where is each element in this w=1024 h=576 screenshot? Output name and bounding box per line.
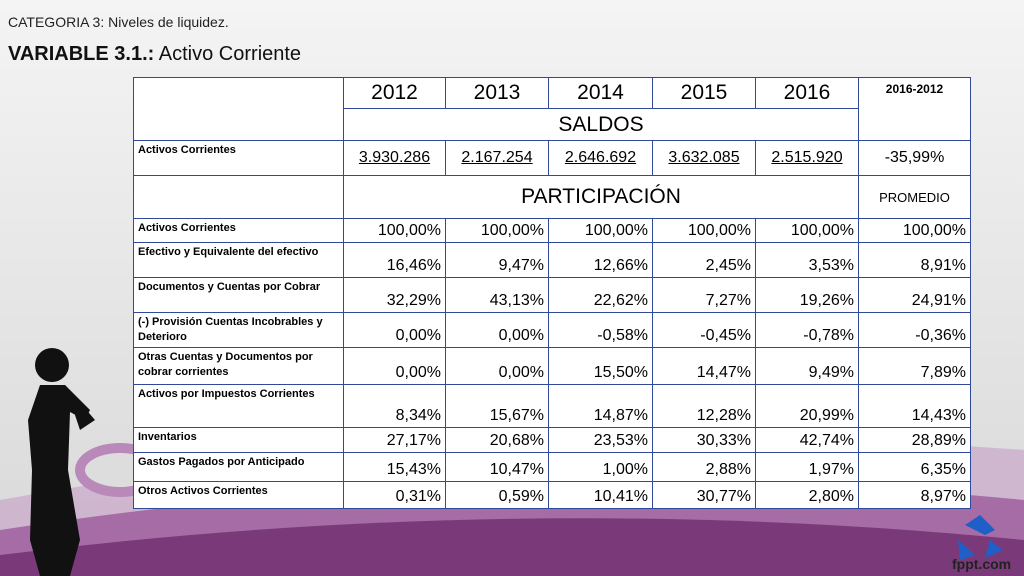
cell-value: 3,53% — [755, 242, 859, 278]
cell-value: 2,88% — [652, 452, 756, 482]
cell-value: 0,00% — [343, 347, 446, 385]
cell-value: 12,66% — [548, 242, 653, 278]
cell-value: 8,91% — [858, 242, 971, 278]
cell-value: 7,27% — [652, 277, 756, 313]
cell-value: 8,34% — [343, 384, 446, 428]
cell-value: 2,80% — [755, 481, 859, 509]
cell-value: 30,33% — [652, 427, 756, 453]
row-label: Inventarios — [133, 427, 344, 453]
cell-value: 30,77% — [652, 481, 756, 509]
cell-value: 100,00% — [445, 218, 549, 243]
saldo-value: 2.646.692 — [548, 140, 653, 176]
cell-value: 43,13% — [445, 277, 549, 313]
cell-value: 19,26% — [755, 277, 859, 313]
cell-value: 14,43% — [858, 384, 971, 428]
row: Efectivo y Equivalente del efectivo 16,46… — [133, 242, 971, 278]
cell-value: 0,00% — [445, 347, 549, 385]
row: Inventarios 27,17% 20,68% 23,53% 30,33% 42,74… — [133, 427, 971, 453]
row-label: Gastos Pagados por Anticipado — [133, 452, 344, 482]
cell-value: 100,00% — [548, 218, 653, 243]
cell-value: -0,58% — [548, 312, 653, 348]
cell-value: 0,00% — [343, 312, 446, 348]
year-header: 2014 — [548, 77, 653, 109]
blank — [133, 77, 344, 141]
cell-value: 15,43% — [343, 452, 446, 482]
row: Documentos y Cuentas por Cobrar 32,29% 43,… — [133, 277, 971, 313]
row-label: Activos Corrientes — [133, 218, 344, 243]
cell-value: 0,59% — [445, 481, 549, 509]
recycle-icon — [958, 515, 1003, 560]
row: Activos por Impuestos Corrientes 8,34% 15,… — [133, 384, 971, 428]
saldos-label: SALDOS — [343, 108, 859, 141]
row-label: Otros Activos Corrientes — [133, 481, 344, 509]
participacion-label: PARTICIPACIÓN — [343, 175, 859, 219]
cell-value: 15,50% — [548, 347, 653, 385]
row: (-) Provisión Cuentas Incobrables y Dete… — [133, 312, 971, 348]
row: Gastos Pagados por Anticipado 15,43% 10,47… — [133, 452, 971, 482]
title-rest: Activo Corriente — [158, 43, 302, 65]
year-header: 2015 — [652, 77, 756, 109]
year-header: 2013 — [445, 77, 549, 109]
cell-value: 6,35% — [858, 452, 971, 482]
row-label: Activos Corrientes — [133, 140, 344, 176]
cell-value: 100,00% — [755, 218, 859, 243]
cell-value: 32,29% — [343, 277, 446, 313]
row-label: Activos por Impuestos Corrientes — [133, 384, 344, 428]
row-label: (-) Provisión Cuentas Incobrables y Dete… — [133, 312, 344, 348]
row-label: Documentos y Cuentas por Cobrar — [133, 277, 344, 313]
cell-value: 14,47% — [652, 347, 756, 385]
saldo-value: 3.930.286 — [343, 140, 446, 176]
table: 2012 2013 2014 2015 2016 2016-2012 SALDOS Act… — [133, 77, 971, 509]
cell-value: -0,45% — [652, 312, 756, 348]
cell-value: 0,00% — [445, 312, 549, 348]
cell-value: 15,67% — [445, 384, 549, 428]
row: Otras Cuentas y Documentos por cobrar co… — [133, 347, 971, 385]
promedio-label: PROMEDIO — [858, 175, 971, 219]
blank — [133, 175, 344, 219]
cell-value: 23,53% — [548, 427, 653, 453]
cell-value: 10,41% — [548, 481, 653, 509]
cell-value: 20,68% — [445, 427, 549, 453]
cell-value: 12,28% — [652, 384, 756, 428]
cell-value: 1,97% — [755, 452, 859, 482]
row: Activos Corrientes 100,00% 100,00% 100,00% 1… — [133, 218, 971, 243]
cell-value: 0,31% — [343, 481, 446, 509]
cell-value: 42,74% — [755, 427, 859, 453]
cell-value: 10,47% — [445, 452, 549, 482]
category: CATEGORIA 3: Niveles de liquidez. — [8, 14, 229, 30]
cell-value: 100,00% — [343, 218, 446, 243]
cell-value: 27,17% — [343, 427, 446, 453]
year-header: 2016 — [755, 77, 859, 109]
cell-value: 2,45% — [652, 242, 756, 278]
change-header: 2016-2012 — [858, 77, 971, 141]
cell-value: 1,00% — [548, 452, 653, 482]
cell-value: 9,47% — [445, 242, 549, 278]
row: Otros Activos Corrientes 0,31% 0,59% 10,41%… — [133, 481, 971, 509]
cell-value: 24,91% — [858, 277, 971, 313]
cell-value: -0,78% — [755, 312, 859, 348]
title: VARIABLE 3.1.: Activo Corriente — [8, 43, 301, 66]
cell-value: 28,89% — [858, 427, 971, 453]
saldo-value: 2.167.254 — [445, 140, 549, 176]
logo: fppt.com — [952, 556, 1012, 572]
change-value: -35,99% — [858, 140, 971, 176]
cell-value: 100,00% — [858, 218, 971, 243]
cell-value: 16,46% — [343, 242, 446, 278]
saldo-value: 2.515.920 — [755, 140, 859, 176]
cell-value: 14,87% — [548, 384, 653, 428]
cell-value: 20,99% — [755, 384, 859, 428]
cell-value: 7,89% — [858, 347, 971, 385]
cell-value: -0,36% — [858, 312, 971, 348]
title-bold: VARIABLE 3.1.: — [8, 43, 155, 65]
cell-value: 8,97% — [858, 481, 971, 509]
row-label: Otras Cuentas y Documentos por cobrar co… — [133, 347, 344, 385]
silhouette — [28, 348, 95, 576]
year-header: 2012 — [343, 77, 446, 109]
cell-value: 9,49% — [755, 347, 859, 385]
cell-value: 100,00% — [652, 218, 756, 243]
row-label: Efectivo y Equivalente del efectivo — [133, 242, 344, 278]
cell-value: 22,62% — [548, 277, 653, 313]
saldo-value: 3.632.085 — [652, 140, 756, 176]
